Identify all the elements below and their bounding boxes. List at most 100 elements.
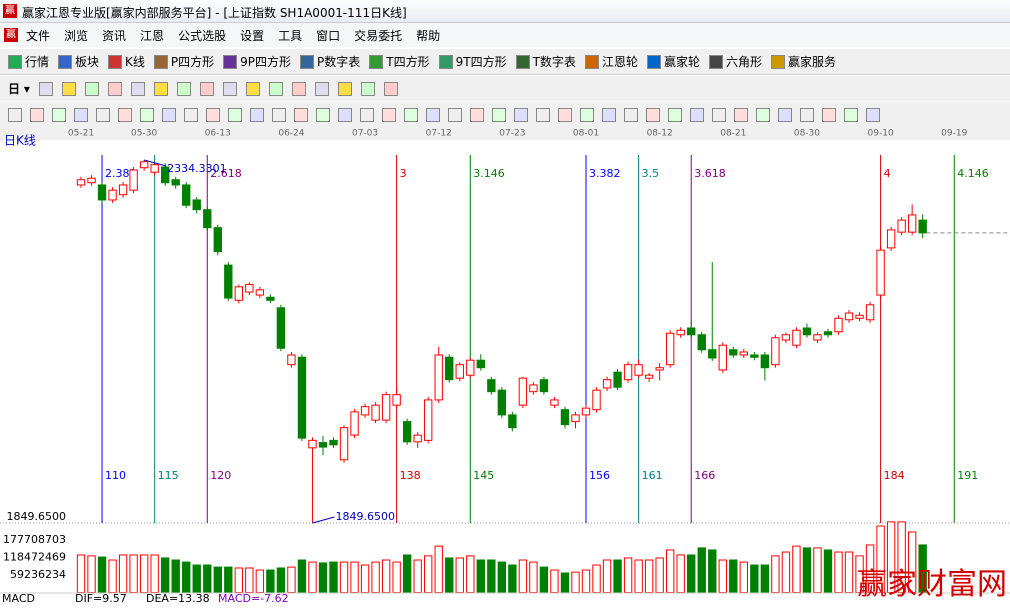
toolbar-button[interactable]: P数字表 [300,53,360,70]
toolbar-icon[interactable] [778,107,792,122]
toolbar-icon[interactable] [712,107,726,122]
menu-item[interactable]: 窗口 [316,28,341,43]
toolbar-icon[interactable] [84,81,99,96]
toolbar-icon[interactable] [337,81,352,96]
toolbar-icon[interactable] [756,107,770,122]
toolbar-icon[interactable] [492,107,506,122]
toolbar-label: K线 [125,55,145,69]
toolbar-icon[interactable] [734,107,748,122]
toolbar-icon[interactable] [272,107,286,122]
toolbar-icon[interactable] [140,107,154,122]
toolbar-icon[interactable] [291,81,306,96]
toolbar-icon[interactable] [470,107,484,122]
toolbar-icon[interactable] [30,107,44,122]
candle-body [97,184,107,201]
toolbar-button[interactable]: 9T四方形 [438,53,507,70]
toolbar-icon[interactable] [360,81,375,96]
menu-item[interactable]: 设置 [240,28,265,43]
macd-value: MACD=-7.62 [218,592,289,605]
menu-item[interactable]: 工具 [278,28,303,43]
toolbar-icon[interactable] [690,107,704,122]
toolbar-icon[interactable] [52,107,66,122]
period-selector[interactable]: 日 ▾ [8,81,30,97]
toolbar-icon[interactable] [382,107,396,122]
toolbar-icon[interactable] [74,107,88,122]
toolbar-icon[interactable] [822,107,836,122]
toolbar-icon[interactable] [800,107,814,122]
toolbar-icon[interactable] [250,107,264,122]
toolbar-button[interactable]: P四方形 [153,53,215,70]
toolbar-icon[interactable] [514,107,528,122]
toolbar-icon[interactable] [268,81,283,96]
toolbar-button[interactable]: 板块 [58,53,99,70]
toolbar-icon[interactable] [360,107,374,122]
menu-item[interactable]: 江恩 [140,28,165,43]
menu-item[interactable]: 浏览 [64,28,89,43]
toolbar-button[interactable]: T四方形 [369,53,430,70]
toolbar-button[interactable]: 赢家轮 [646,53,700,70]
toolbar-icon[interactable] [162,107,176,122]
date-tick-label: 06-13 [205,129,231,139]
toolbar-button[interactable]: K线 [108,53,145,70]
candle-body [445,356,454,381]
toolbar-button[interactable]: 江恩轮 [584,53,638,70]
toolbar-icon[interactable] [316,107,330,122]
toolbar-icon[interactable] [8,107,22,122]
toolbar-icon[interactable] [866,107,880,122]
toolbar-icon[interactable] [206,107,220,122]
annotation-leader [144,159,167,167]
candle-body [634,364,643,376]
toolbar-button[interactable]: 行情 [8,53,49,70]
menu-item[interactable]: 资讯 [102,28,127,43]
toolbar-icon[interactable] [245,81,260,96]
menu-item[interactable]: 公式选股 [178,28,227,43]
toolbar-icon[interactable] [580,107,594,122]
macd-title: MACD [2,592,35,605]
toolbar-icon[interactable] [668,107,682,122]
toolbar-button[interactable]: 9P四方形 [223,53,291,70]
toolbar-icon[interactable] [38,81,53,96]
toolbar-icon [153,54,168,69]
date-tick-label: 07-23 [499,129,525,139]
candle-body [329,439,338,446]
toolbar-icon[interactable] [184,107,198,122]
toolbar-button[interactable]: 六角形 [708,53,762,70]
toolbar-icon[interactable] [536,107,550,122]
volume-bar [329,561,338,594]
toolbar-icon[interactable] [118,107,132,122]
toolbar-icon[interactable] [314,81,329,96]
toolbar-icon[interactable] [61,81,76,96]
toolbar-icon[interactable] [338,107,352,122]
toolbar-icon[interactable] [176,81,191,96]
candle-body [392,394,401,406]
candle-body [508,414,517,429]
toolbar-icon[interactable] [153,81,168,96]
toolbar-icon[interactable] [107,81,122,96]
menu-item[interactable]: 帮助 [416,28,441,43]
toolbar-icon[interactable] [624,107,638,122]
volume-bar [550,569,559,593]
candle-body [560,409,570,426]
toolbar-icon[interactable] [602,107,616,122]
menu-item[interactable]: 交易委托 [354,28,403,43]
toolbar-icon[interactable] [96,107,110,122]
toolbar-icon[interactable] [222,81,237,96]
toolbar-icon[interactable] [294,107,308,122]
toolbar-button[interactable]: 赢家服务 [770,53,836,70]
toolbar-label: P四方形 [170,55,215,69]
volume-bar [676,554,685,594]
toolbar-icon[interactable] [404,107,418,122]
toolbar-icon[interactable] [448,107,462,122]
toolbar-icon[interactable] [199,81,214,96]
date-tick-label: 07-12 [426,129,452,139]
toolbar-icon[interactable] [130,81,145,96]
toolbar-icon[interactable] [228,107,242,122]
menu-item[interactable]: 文件 [26,28,51,43]
volume-bar [308,561,317,594]
toolbar-icon[interactable] [844,107,858,122]
toolbar-icon[interactable] [426,107,440,122]
toolbar-icon[interactable] [383,81,398,96]
toolbar-icon[interactable] [558,107,572,122]
toolbar-icon[interactable] [646,107,660,122]
toolbar-button[interactable]: T数字表 [515,53,576,70]
